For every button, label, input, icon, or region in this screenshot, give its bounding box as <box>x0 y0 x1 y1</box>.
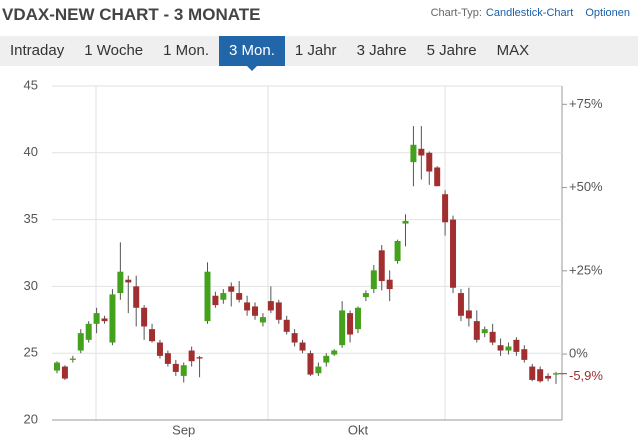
x-tick-label: Okt <box>348 422 369 437</box>
candle-body <box>537 369 544 382</box>
candle-body <box>426 152 433 172</box>
candle-body <box>244 302 251 311</box>
candle-body <box>545 375 552 379</box>
candle-body <box>220 293 227 300</box>
candle-body <box>521 349 528 360</box>
candle-body <box>117 271 124 294</box>
candle-body <box>513 339 520 352</box>
chart-type-link[interactable]: Candlestick-Chart <box>485 7 574 19</box>
candle-body <box>291 333 298 343</box>
y-tick-label: 45 <box>24 77 38 92</box>
x-tick-label: Sep <box>172 422 195 437</box>
tab[interactable]: 3 Mon. <box>219 36 285 71</box>
candle-body <box>473 321 480 340</box>
tab[interactable]: 3 Jahre <box>356 42 407 59</box>
candle-body <box>553 373 559 375</box>
y-tick-label: 25 <box>24 345 38 360</box>
candle-body <box>370 270 377 290</box>
candle-body <box>141 307 148 327</box>
tab[interactable]: MAX <box>496 42 530 59</box>
y2-tick-label: +50% <box>569 179 603 194</box>
y-tick-label: 40 <box>24 144 38 159</box>
chart-type-label: Chart-Typ: <box>430 7 482 19</box>
tab[interactable]: 1 Jahr <box>294 42 337 59</box>
candle-body <box>315 366 322 374</box>
options-link[interactable]: Optionen <box>585 7 630 19</box>
candle-body <box>54 362 60 371</box>
y-tick-label: 30 <box>24 278 38 293</box>
candle-body <box>481 329 488 334</box>
annotation-label: -5,9% <box>569 368 603 383</box>
tab[interactable]: 5 Jahre <box>426 42 477 59</box>
candle-body <box>465 310 472 319</box>
tab[interactable]: 1 Mon. <box>163 42 209 59</box>
page-title: VDAX-NEW CHART - 3 MONATE <box>2 5 261 24</box>
candle-body <box>172 363 179 372</box>
y2-tick-label: +75% <box>569 96 603 111</box>
y2-tick-label: 0% <box>569 346 588 361</box>
candle-body <box>125 279 132 283</box>
candle-body <box>394 240 401 262</box>
candle-body <box>378 250 385 282</box>
candle-body <box>497 345 504 351</box>
candle-body <box>323 355 330 363</box>
y2-tick-label: +25% <box>569 262 603 277</box>
candle-body <box>85 323 92 340</box>
candle-body <box>77 333 84 351</box>
candle-body <box>347 313 354 335</box>
candle-body <box>149 329 156 342</box>
candle-body <box>299 342 306 351</box>
candle-body <box>61 366 68 379</box>
candle-body <box>93 313 100 324</box>
candle-body <box>339 310 346 346</box>
candle-body <box>133 286 140 308</box>
candle-body <box>450 219 457 288</box>
candle-body <box>442 194 449 223</box>
candle-body <box>457 293 464 316</box>
candle-body <box>354 307 361 330</box>
candle-body <box>164 353 171 364</box>
candle-body <box>109 294 116 343</box>
candle-body <box>410 144 417 163</box>
candle-body <box>489 331 496 343</box>
tab[interactable]: 1 Woche <box>84 42 144 59</box>
candle-body <box>196 357 203 359</box>
candle-body <box>362 293 369 298</box>
candle-body <box>236 293 243 300</box>
tab[interactable]: Intraday <box>10 42 65 59</box>
candle-body <box>331 350 338 355</box>
options-bar: Chart-Typ: Candlestick-Chart Optionen <box>427 7 630 19</box>
candle-body <box>386 279 393 290</box>
candle-body <box>188 350 195 362</box>
candle-body <box>212 295 219 306</box>
candle-body <box>180 365 187 376</box>
candle-body <box>418 148 425 156</box>
candle-body <box>252 306 259 316</box>
tab-bar: Intraday 1 Woche 1 Mon. 3 Mon. 1 Jahr 3 Jahre… <box>0 36 638 71</box>
candle-body <box>101 318 108 322</box>
candle-body <box>228 286 235 292</box>
candle-body <box>402 220 409 224</box>
candle-body <box>529 366 536 380</box>
candle-body <box>275 302 282 320</box>
candle-body <box>259 317 266 323</box>
candle-body <box>156 342 163 356</box>
candle-body <box>267 301 274 311</box>
candle-body <box>69 358 76 360</box>
y-tick-label: 35 <box>24 211 38 226</box>
candle-body <box>505 346 512 351</box>
candle-body <box>204 271 211 322</box>
y-tick-label: 20 <box>24 411 38 426</box>
candle-body <box>434 167 441 187</box>
candle-body <box>307 353 314 375</box>
candle-body <box>283 319 290 332</box>
